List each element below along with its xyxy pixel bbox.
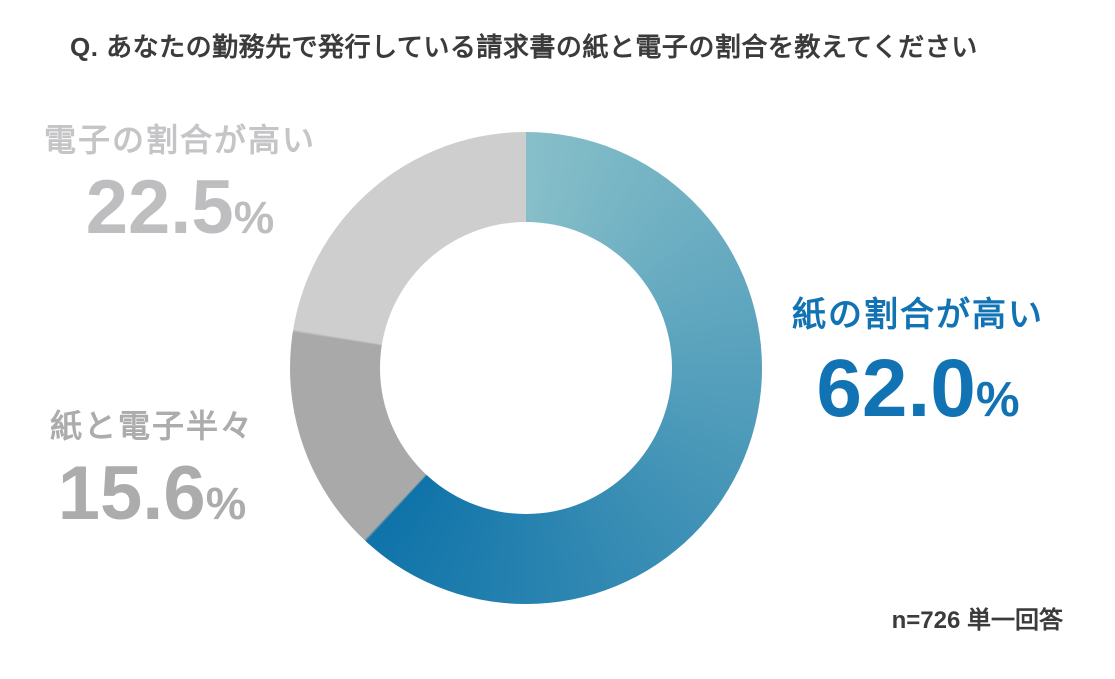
callout-half-label: 紙と電子半々 [49, 408, 254, 444]
callout-paper-value: 62.0% [790, 348, 1046, 430]
callout-paper-high: 紙の割合が高い 62.0% [790, 298, 1046, 430]
callout-half-number: 15.6 [57, 451, 206, 536]
percent-sign: % [975, 372, 1020, 427]
callout-paper-number: 62.0 [816, 343, 976, 434]
percent-sign: % [233, 192, 275, 243]
callout-electronic-high: 電子の割合が高い 22.5% [30, 124, 330, 246]
sample-note: n=726 単一回答 [891, 607, 1063, 634]
donut-chart [290, 132, 762, 604]
callout-electronic-value: 22.5% [30, 170, 330, 246]
callout-electronic-number: 22.5 [85, 165, 234, 250]
callout-paper-label: 紙の割合が高い [792, 296, 1044, 334]
callout-half-value: 15.6% [22, 456, 282, 532]
chart-title: Q. あなたの勤務先で発行している請求書の紙と電子の割合を教えてください [70, 32, 978, 62]
callout-half-half: 紙と電子半々 15.6% [22, 410, 282, 532]
donut-hole [379, 221, 673, 515]
callout-electronic-label: 電子の割合が高い [43, 122, 316, 158]
percent-sign: % [205, 478, 247, 529]
